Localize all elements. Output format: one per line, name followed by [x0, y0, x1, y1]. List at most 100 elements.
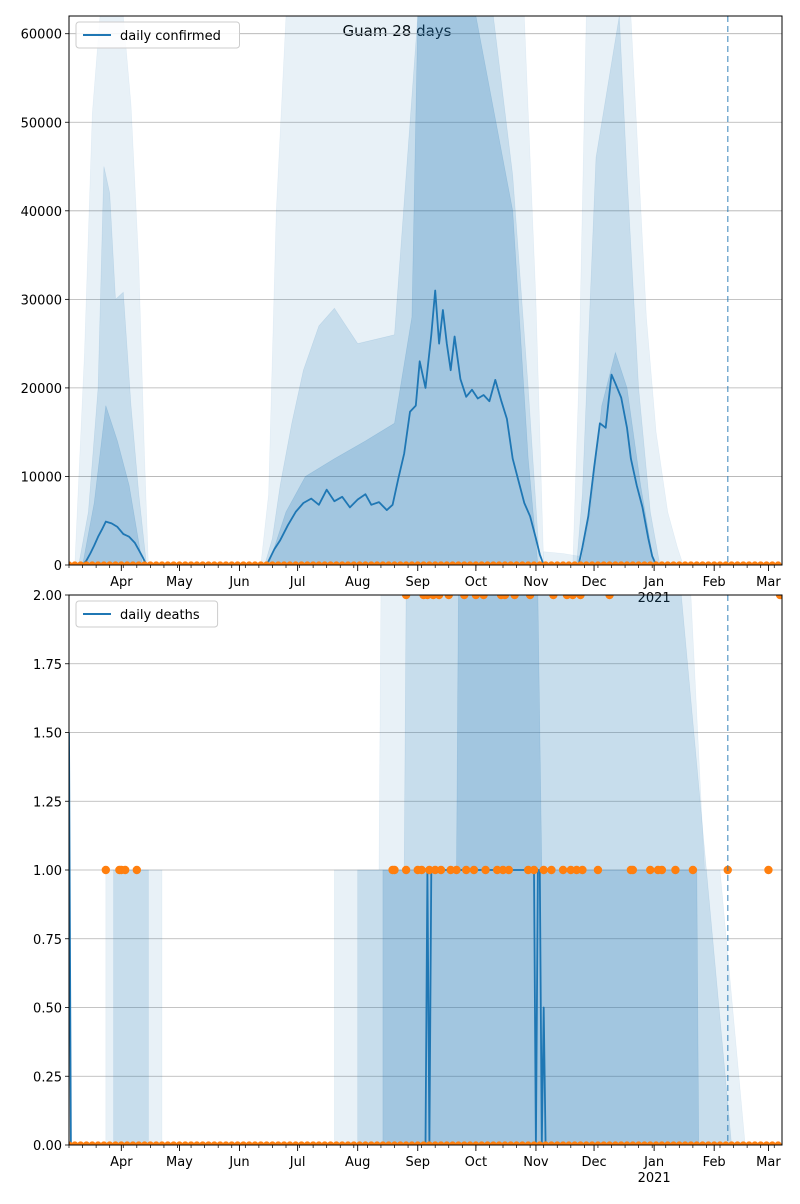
scatter-point: [338, 1141, 346, 1145]
scatter-point: [669, 1141, 678, 1145]
scatter-point: [158, 561, 166, 565]
scatter-point: [71, 561, 79, 565]
scatter-point: [623, 561, 631, 565]
scatter-point: [739, 1141, 747, 1145]
scatter-point: [280, 1141, 288, 1145]
scatter-point: [361, 561, 370, 565]
scatter-point: [472, 1141, 480, 1145]
uncertainty-band-3: [82, 405, 143, 565]
scatter-point: [193, 1141, 201, 1145]
scatter-point: [268, 561, 277, 565]
scatter-point: [100, 1141, 108, 1145]
scatter-point: [434, 595, 444, 600]
x-tick-label: May: [166, 1155, 193, 1170]
x-tick-label: Jun: [228, 1155, 249, 1170]
scatter-point: [332, 1141, 340, 1145]
chart-panels: 0 10000 20000 30000 40000 50000 60000 Apr May Jun…: [21, 15, 783, 1186]
scatter-point: [669, 561, 678, 565]
plot-area: [69, 595, 782, 1145]
scatter-point: [367, 561, 375, 565]
scatter-point: [106, 561, 114, 565]
scatter-point: [687, 561, 695, 565]
scatter-point: [489, 561, 497, 565]
scatter-point: [518, 1141, 526, 1145]
scatter-point: [698, 561, 707, 565]
scatter-point: [629, 561, 637, 565]
scatter-point: [239, 1141, 247, 1145]
scatter-point: [466, 561, 474, 565]
scatter-point: [775, 595, 782, 600]
scatter-point: [588, 561, 596, 565]
scatter-point: [768, 1141, 776, 1145]
scatter-point: [472, 561, 480, 565]
scatter-point: [507, 1141, 515, 1145]
scatter-point: [111, 561, 120, 565]
scatter-point: [764, 865, 773, 875]
scatter-point: [303, 1141, 311, 1145]
x-tick-label: Apr: [110, 1155, 133, 1170]
scatter-point: [704, 561, 712, 565]
scatter-point: [274, 561, 282, 565]
scatter-point: [303, 561, 311, 565]
scatter-point: [547, 865, 556, 875]
scatter-point: [396, 1141, 404, 1145]
scatter-point: [498, 865, 508, 875]
scatter-point: [437, 561, 445, 565]
y-tick-label: 2.00: [33, 589, 62, 604]
scatter-point: [187, 1141, 195, 1145]
x-tick-label: Apr: [110, 575, 133, 590]
x-tick-label: Mar: [756, 575, 781, 590]
scatter-point: [257, 1141, 265, 1145]
scatter-point: [512, 561, 521, 565]
scatter-point: [268, 1141, 277, 1145]
scatter-point: [524, 1141, 532, 1145]
scatter-point: [536, 561, 544, 565]
scatter-point: [350, 561, 358, 565]
scatter-point: [111, 1141, 120, 1145]
scatter-point: [762, 561, 771, 565]
scatter-point: [605, 595, 614, 600]
scatter-point: [640, 561, 649, 565]
scatter-point: [617, 1141, 625, 1145]
x-tick-label: Jun: [228, 575, 249, 590]
scatter-point: [479, 595, 488, 600]
scatter-point: [77, 561, 85, 565]
scatter-point: [417, 865, 426, 875]
scatter-point: [449, 1141, 457, 1145]
scatter-point: [419, 1141, 428, 1145]
scatter-point: [82, 1141, 91, 1145]
y-tick-label: 0.25: [33, 1070, 62, 1085]
scatter-point: [594, 561, 602, 565]
y-tick-label: 1.00: [33, 864, 62, 879]
scatter-point: [326, 561, 335, 565]
x-tick-label: Sep: [405, 1155, 430, 1170]
scatter-point: [431, 1141, 439, 1145]
scatter-point: [745, 1141, 753, 1145]
scatter-point: [571, 1141, 579, 1145]
scatter-point: [390, 865, 399, 875]
scatter-point: [71, 1141, 79, 1145]
scatter-point: [693, 1141, 701, 1145]
uncertainty-band-2: [78, 166, 147, 565]
scatter-point: [88, 1141, 96, 1145]
scatter-point: [635, 561, 643, 565]
scatter-point: [204, 1141, 213, 1145]
scatter-point: [443, 1141, 451, 1145]
scatter-point: [495, 561, 503, 565]
scatter-point: [350, 1141, 358, 1145]
scatter-point: [390, 561, 399, 565]
scatter-point: [444, 595, 453, 600]
uncertainty-band-1: [260, 16, 545, 565]
y-tick-label: 1.75: [33, 658, 62, 673]
scatter-point: [216, 1141, 224, 1145]
scatter-point: [385, 561, 393, 565]
scatter-point: [101, 865, 111, 875]
axes-frame: [68, 15, 783, 566]
scatter-point: [292, 561, 300, 565]
scatter-point: [396, 561, 404, 565]
scatter-point: [652, 1141, 660, 1145]
scatter-point: [469, 865, 479, 875]
scatter-point: [216, 561, 224, 565]
scatter-point: [146, 561, 154, 565]
scatter-point: [286, 1141, 294, 1145]
